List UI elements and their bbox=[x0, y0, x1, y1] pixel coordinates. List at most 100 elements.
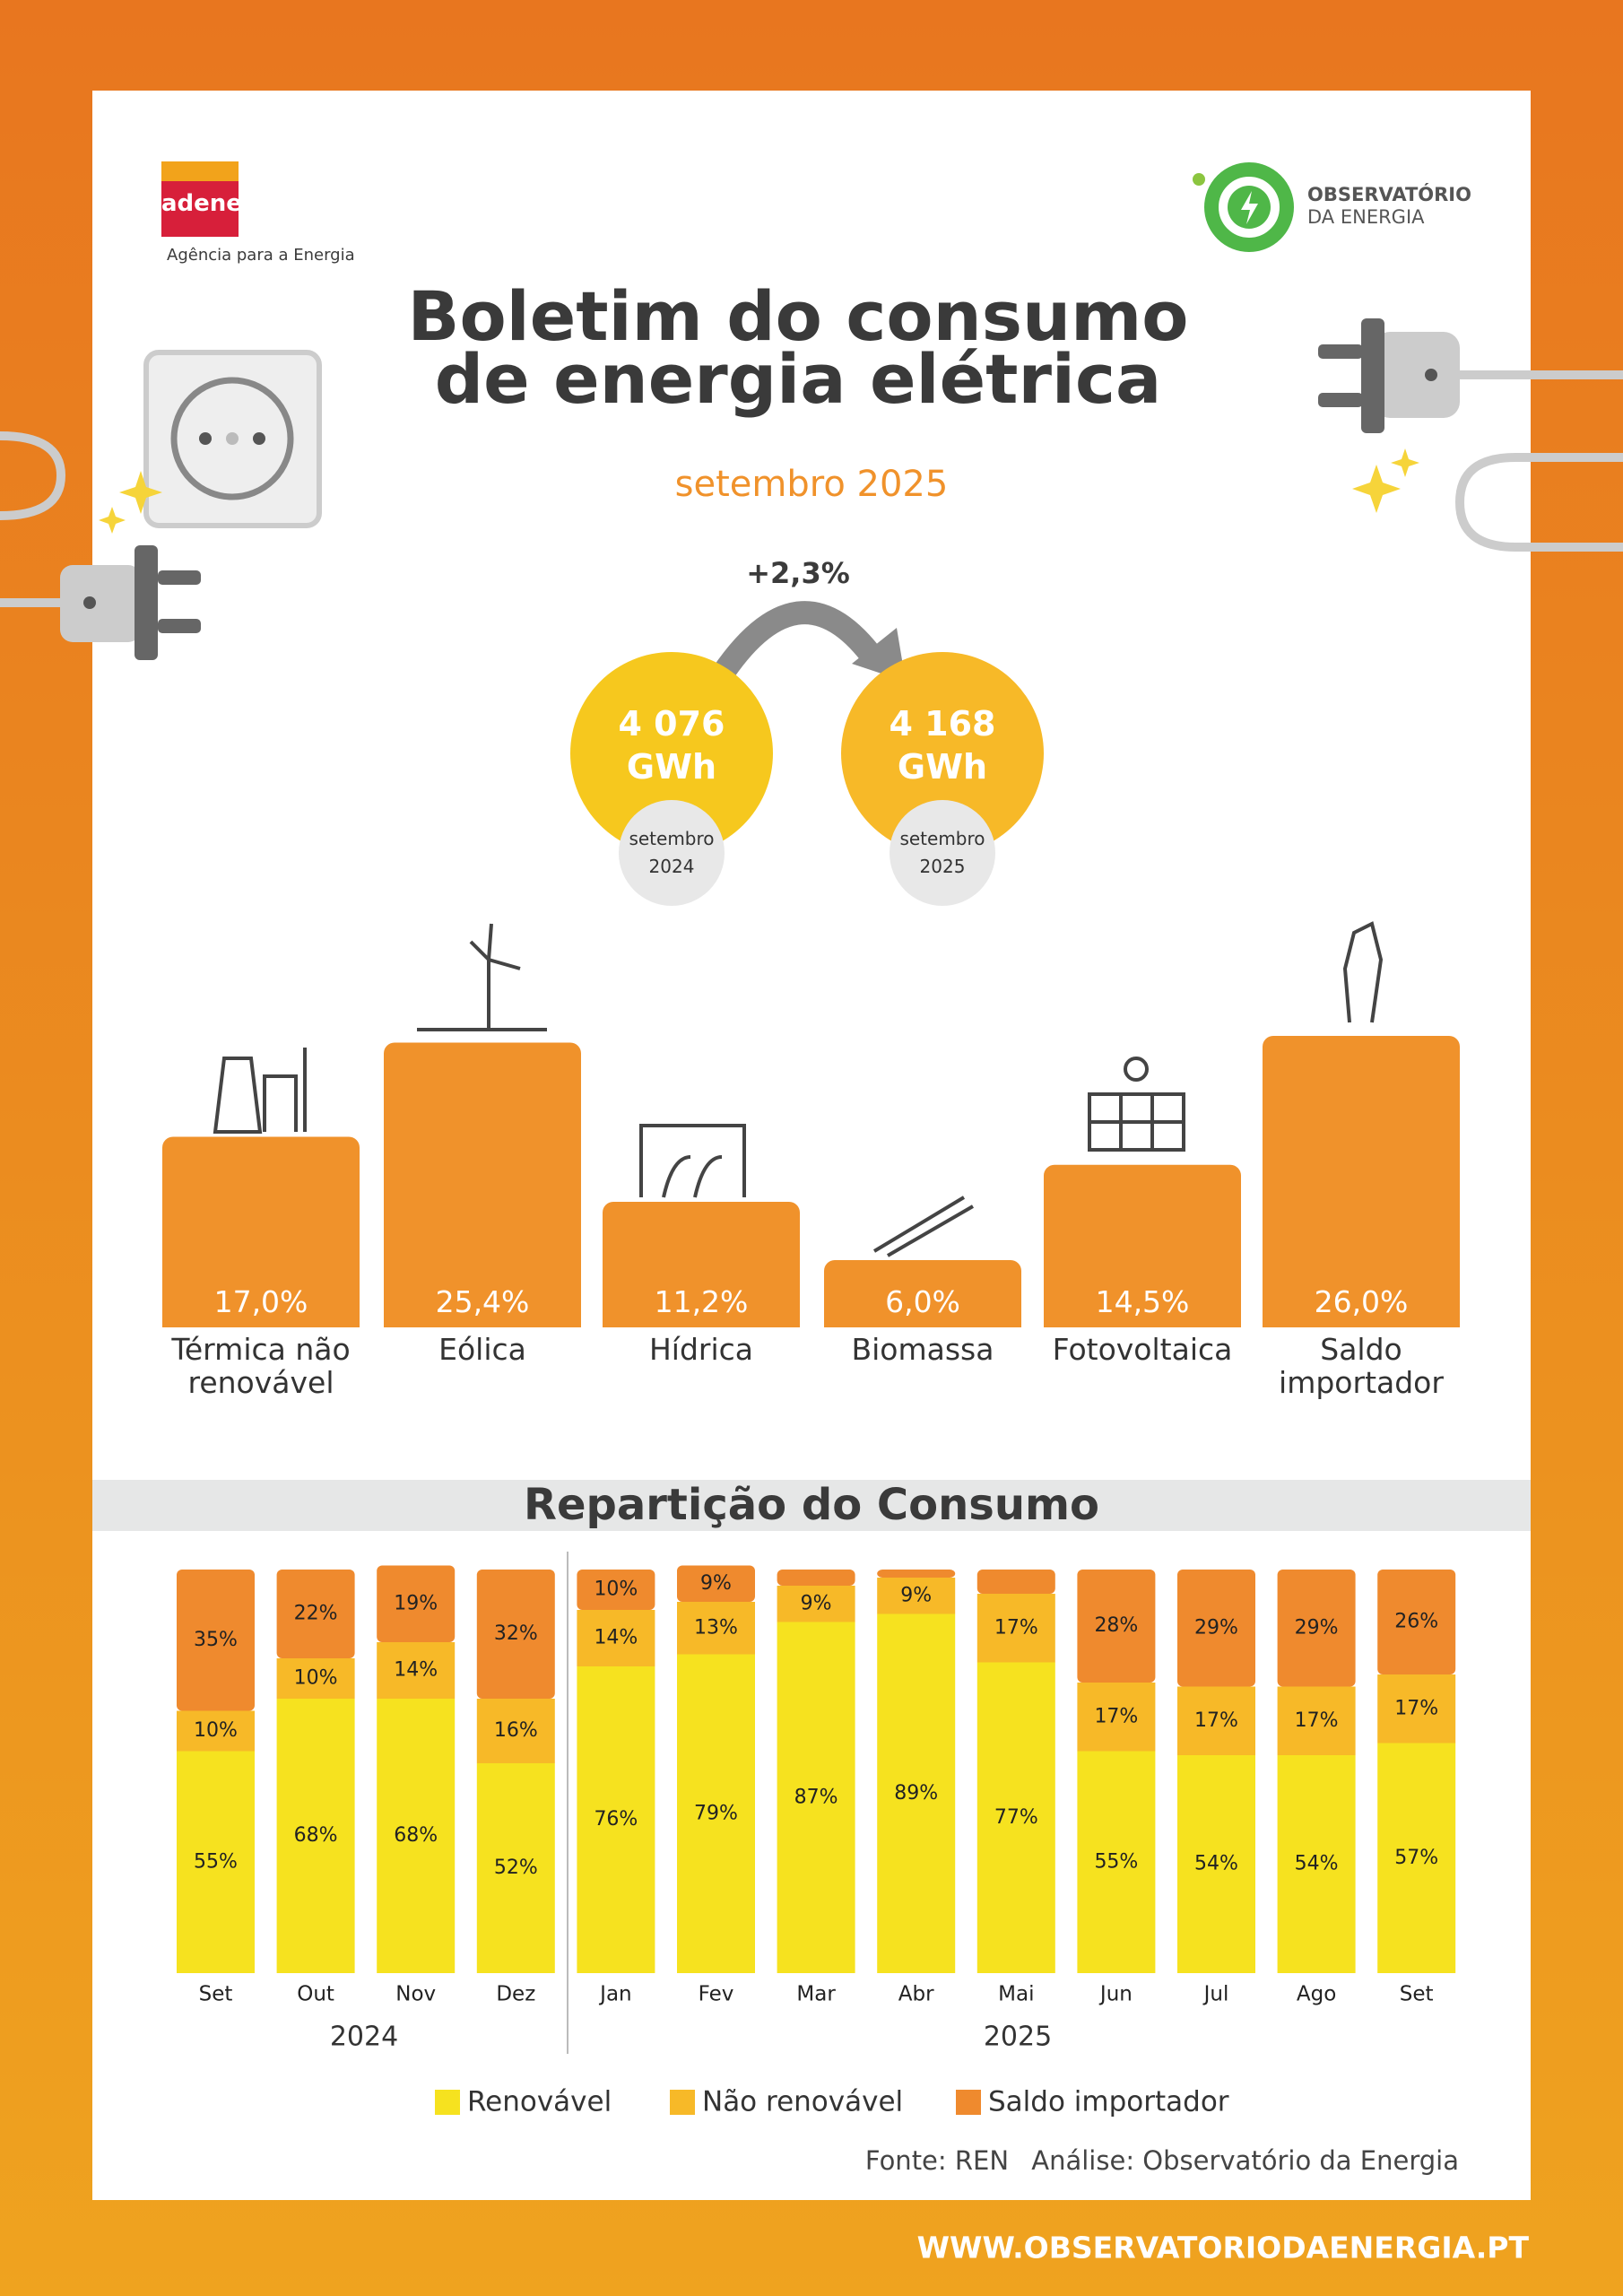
bar-value-label: 11,2% bbox=[654, 1284, 749, 1319]
stacked-segment bbox=[1377, 1570, 1456, 1674]
bar bbox=[603, 1202, 800, 1327]
logo-name: OBSERVATÓRIO bbox=[1307, 184, 1471, 205]
socket-face bbox=[170, 377, 294, 500]
segment-label: 54% bbox=[1194, 1853, 1238, 1875]
segment-label: 17% bbox=[994, 1616, 1038, 1639]
bar-category: Eólica bbox=[438, 1332, 526, 1367]
segment-label: 17% bbox=[1394, 1697, 1438, 1719]
bar-base bbox=[162, 1315, 360, 1327]
stacked-segment bbox=[877, 1578, 956, 1614]
segment-label: 76% bbox=[594, 1808, 638, 1831]
segment-label: 14% bbox=[594, 1627, 638, 1649]
logo-sub: DA ENERGIA bbox=[1307, 206, 1425, 228]
plug-body bbox=[1361, 318, 1384, 433]
x-tick-label: Out bbox=[297, 1983, 334, 2006]
legend-label: Saldo importador bbox=[988, 2086, 1229, 2118]
segment-label: 29% bbox=[1194, 1616, 1238, 1639]
stacked-segment bbox=[1377, 1674, 1456, 1744]
period-circle bbox=[619, 800, 725, 906]
bar bbox=[824, 1260, 1021, 1327]
x-tick-label: Jun bbox=[1098, 1983, 1133, 2006]
stacked-segment bbox=[177, 1751, 255, 1973]
stacked-segment bbox=[577, 1610, 655, 1666]
plug-dot bbox=[83, 596, 96, 609]
bar-category: Biomassa bbox=[851, 1332, 994, 1367]
segment-label: 9% bbox=[900, 1584, 932, 1606]
legend-swatch bbox=[956, 2090, 981, 2115]
bar bbox=[1044, 1164, 1241, 1327]
stacked-segment bbox=[1077, 1570, 1156, 1683]
segment-label: 68% bbox=[394, 1824, 438, 1847]
bar-category: Hídrica bbox=[648, 1332, 754, 1367]
x-tick-label: Jul bbox=[1202, 1983, 1229, 2006]
stacked-segment bbox=[177, 1570, 255, 1711]
segment-label: 57% bbox=[1394, 1847, 1438, 1869]
section-band bbox=[92, 1480, 1531, 1531]
year-label: 2024 bbox=[330, 2022, 398, 2053]
stacked-segment bbox=[1077, 1683, 1156, 1752]
stacked-segment bbox=[877, 1613, 956, 1973]
segment-label: 10% bbox=[194, 1719, 238, 1742]
segment-label: 14% bbox=[394, 1659, 438, 1682]
segment-label: 19% bbox=[394, 1592, 438, 1614]
stacked-segment bbox=[1277, 1755, 1356, 1973]
stacked-segment bbox=[276, 1570, 355, 1658]
stacked-segment bbox=[777, 1622, 855, 1973]
stacked-segment bbox=[777, 1570, 855, 1586]
plug-pin bbox=[1318, 393, 1363, 407]
section-title: Repartição do Consumo bbox=[523, 1480, 1100, 1530]
bar-value-label: 17,0% bbox=[213, 1284, 308, 1319]
stacked-segment bbox=[677, 1565, 755, 1602]
logo-bolt bbox=[1241, 191, 1258, 224]
x-tick-label: Jan bbox=[598, 1983, 631, 2006]
thermal-icon bbox=[213, 1048, 307, 1134]
stacked-segment bbox=[1177, 1570, 1255, 1687]
stacked-segment bbox=[1277, 1570, 1356, 1687]
bar-value-label: 14,5% bbox=[1095, 1284, 1190, 1319]
segment-label: 13% bbox=[694, 1616, 738, 1639]
stacked-segment bbox=[476, 1763, 555, 1973]
stacked-segment bbox=[476, 1570, 555, 1699]
segment-label: 32% bbox=[494, 1622, 538, 1645]
sparkle bbox=[99, 507, 126, 534]
plug-icon bbox=[60, 565, 141, 642]
segment-label: 22% bbox=[294, 1603, 338, 1625]
comparison-period: setembro 2025 bbox=[899, 828, 985, 877]
comparison-period: setembro 2024 bbox=[629, 828, 715, 877]
stacked-segment bbox=[1277, 1686, 1356, 1755]
x-tick-label: Dez bbox=[496, 1983, 535, 2006]
biomass-icon bbox=[872, 1196, 975, 1257]
plug-pin bbox=[1318, 344, 1363, 359]
map-icon bbox=[1342, 921, 1384, 1023]
segment-label: 10% bbox=[594, 1578, 638, 1601]
legend-label: Não renovável bbox=[702, 2086, 903, 2118]
segment-label: 55% bbox=[1094, 1850, 1138, 1873]
change-arrow bbox=[707, 601, 884, 689]
plug-dot bbox=[1425, 369, 1437, 381]
bar-value-label: 25,4% bbox=[435, 1284, 530, 1319]
hydro-icon bbox=[639, 1124, 746, 1198]
bar-value-label: 6,0% bbox=[885, 1284, 960, 1319]
cable bbox=[0, 431, 66, 520]
sun-icon bbox=[1124, 1057, 1149, 1082]
stacked-segment bbox=[377, 1565, 456, 1642]
stacked-segment bbox=[476, 1699, 555, 1763]
socket-hole bbox=[226, 432, 239, 445]
brand-name: adene bbox=[161, 190, 242, 217]
segment-label: 29% bbox=[1295, 1616, 1339, 1639]
year-label: 2025 bbox=[984, 2022, 1052, 2053]
wind-icon bbox=[417, 923, 547, 1031]
stacked-segment bbox=[1377, 1743, 1456, 1973]
x-tick-label: Abr bbox=[898, 1983, 934, 2006]
source: Fonte: REN bbox=[865, 2145, 1009, 2176]
legend-swatch bbox=[670, 2090, 695, 2115]
sparkle bbox=[1352, 465, 1401, 513]
plug-pin bbox=[158, 619, 201, 633]
x-tick-label: Fev bbox=[699, 1983, 734, 2006]
segment-label: 26% bbox=[1394, 1611, 1438, 1633]
x-tick-label: Nov bbox=[395, 1983, 436, 2006]
comparison-unit: GWh bbox=[626, 747, 717, 787]
bar-value-label: 26,0% bbox=[1314, 1284, 1409, 1319]
stacked-segment bbox=[976, 1570, 1055, 1594]
plug-pin bbox=[158, 570, 201, 585]
